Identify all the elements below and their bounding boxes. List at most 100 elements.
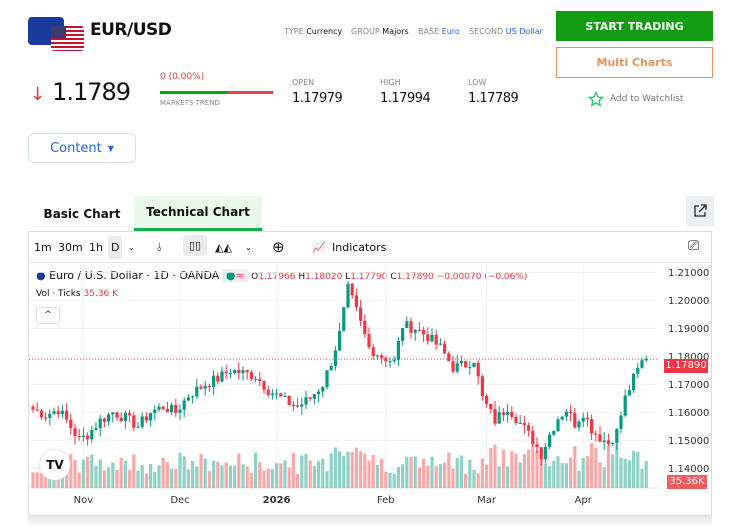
- candle-body: [140, 416, 144, 427]
- candle-body: [497, 412, 501, 424]
- candle-body: [203, 385, 207, 389]
- candle-body: [539, 447, 543, 460]
- volume-bar: [140, 465, 144, 488]
- y-tick-label: 1.21000: [668, 268, 709, 279]
- volume-bar: [39, 473, 43, 488]
- indicators-button[interactable]: Indicators: [332, 241, 387, 254]
- price-change: 0 (0.00%): [160, 72, 205, 82]
- volume-bar: [249, 472, 253, 488]
- volume-bar: [619, 457, 623, 488]
- chevron-down-icon[interactable]: ⌄: [245, 243, 252, 252]
- indicators-icon[interactable]: 📈: [312, 241, 326, 254]
- candle-body: [291, 404, 295, 406]
- candle-body: [161, 406, 165, 410]
- candle-body: [237, 370, 241, 374]
- volume-bar: [573, 446, 577, 488]
- multi-charts-button[interactable]: Multi Charts: [556, 47, 713, 78]
- start-trading-button[interactable]: START TRADING: [556, 11, 713, 41]
- volume-bar: [338, 451, 342, 488]
- meta-base: BASE Euro: [418, 27, 460, 36]
- candle-body: [640, 360, 644, 368]
- candle-body: [522, 422, 526, 426]
- caret-down-icon: ▼: [107, 143, 114, 153]
- volume-bar: [191, 461, 195, 488]
- volume-bar: [480, 458, 484, 488]
- volume-bar: [636, 451, 640, 488]
- volume-bar: [430, 456, 434, 488]
- collapse-button[interactable]: ^: [36, 307, 60, 324]
- candle-body: [384, 357, 388, 362]
- interval-d[interactable]: D: [108, 236, 123, 259]
- interval-1m[interactable]: 1m: [34, 241, 52, 254]
- candle-body: [119, 417, 123, 421]
- camera-icon[interactable]: ⎚: [688, 238, 700, 254]
- x-tick-label: Apr: [575, 495, 593, 506]
- candle-body: [86, 435, 90, 440]
- candle-body: [510, 411, 514, 417]
- interval-30m[interactable]: 30m: [58, 241, 83, 254]
- external-link-button[interactable]: [686, 196, 714, 226]
- content-dropdown[interactable]: Content ▼: [28, 133, 136, 163]
- candle-body: [606, 440, 610, 444]
- candle-body: [81, 435, 85, 438]
- volume-bar: [165, 462, 169, 488]
- volume-bar: [102, 470, 106, 488]
- candle-body: [472, 362, 476, 368]
- candle-body: [590, 419, 594, 434]
- volume-bar: [581, 457, 585, 488]
- candle-body: [270, 393, 274, 395]
- volume-bar: [548, 466, 552, 488]
- volume-bar: [527, 449, 531, 488]
- volume-bar: [531, 444, 535, 488]
- add-icon[interactable]: ⊕: [272, 238, 285, 256]
- volume-bar: [594, 447, 598, 488]
- candle-body: [174, 404, 178, 413]
- last-price-tag: 1.17890: [664, 359, 708, 373]
- candle-body: [186, 397, 190, 401]
- volume-bar: [98, 459, 102, 488]
- price-chart[interactable]: 1.21000 1.20000 1.19000 1.18000 1.17000 1.160…: [29, 263, 711, 516]
- volume-bar: [413, 456, 417, 488]
- candle-body: [69, 419, 73, 429]
- x-tick-label: Mar: [477, 495, 497, 506]
- volume-bar: [195, 466, 199, 488]
- candle-body: [388, 361, 392, 363]
- candle-body: [627, 390, 631, 396]
- bar-chart-icon[interactable]: ⫰: [157, 241, 162, 254]
- add-to-watchlist-button[interactable]: Add to Watchlist: [588, 91, 683, 107]
- volume-bar: [468, 459, 472, 488]
- area-chart-icon[interactable]: ◭◭: [215, 241, 232, 254]
- candle-body: [476, 362, 480, 377]
- candle-body: [304, 397, 308, 405]
- tab-basic-chart[interactable]: Basic Chart: [43, 206, 121, 221]
- tab-technical-chart[interactable]: Technical Chart: [134, 196, 262, 231]
- candle-body: [275, 393, 279, 395]
- volume-bar: [493, 444, 497, 488]
- chart-toolbar: 1m 30m 1h D ⌄ ⫰ ▯▯ ◭◭ ⌄ ⊕ 📈 Indicators ⎚: [29, 232, 711, 263]
- candle-body: [644, 359, 648, 361]
- interval-1h[interactable]: 1h: [89, 241, 103, 254]
- chevron-down-icon[interactable]: ⌄: [128, 243, 135, 252]
- candle-body: [527, 425, 531, 431]
- candle-body: [451, 361, 455, 372]
- candle-body: [182, 400, 186, 410]
- tradingview-logo[interactable]: TV: [40, 450, 70, 480]
- volume-bar: [321, 458, 325, 488]
- y-tick-label: 1.18000: [668, 352, 709, 363]
- volume-bar: [426, 465, 430, 488]
- candle-body: [191, 396, 195, 398]
- volume-bar: [254, 452, 258, 488]
- candles-icon[interactable]: ▯▯: [183, 235, 208, 256]
- volume-bar: [543, 463, 547, 488]
- candle-body: [359, 307, 363, 321]
- meta-second: SECOND US Dollar: [469, 27, 543, 36]
- candle-body: [279, 393, 283, 397]
- candle-body: [178, 409, 182, 413]
- y-tick-label: 1.15000: [668, 436, 709, 447]
- volume-bar: [497, 466, 501, 488]
- candle-body: [367, 334, 371, 348]
- candle-body: [233, 370, 237, 374]
- high-value: 1.17994: [380, 91, 431, 106]
- volume-bar: [522, 454, 526, 488]
- open-value: 1.17979: [292, 91, 343, 106]
